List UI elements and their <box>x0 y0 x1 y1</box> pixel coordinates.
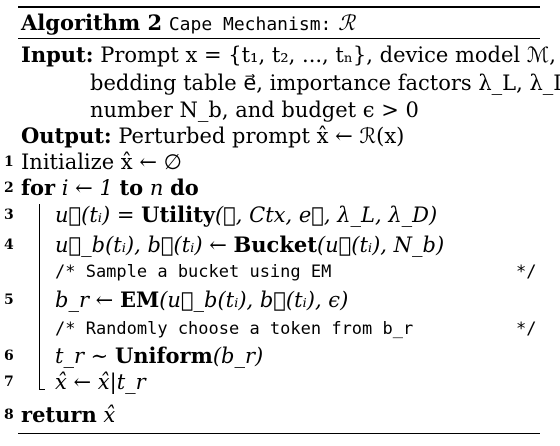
top-rule <box>18 6 540 8</box>
comment-text: /* Sample a bucket using EM <box>55 262 332 282</box>
function-args: (u⃗(tᵢ), N_b) <box>316 233 445 257</box>
code-text: x̂ <box>96 403 116 427</box>
output-line: Output: Perturbed prompt x̂ ← ℛ(x) <box>21 123 404 149</box>
input-keyword: Input: <box>21 42 94 67</box>
line-number: 5 <box>4 292 14 308</box>
function-args: (ℳ, Ctx, e⃗, λ_L, λ_D) <box>214 203 438 227</box>
comment-end: */ <box>516 262 537 282</box>
code-text: t_r ∼ <box>55 344 115 368</box>
code-text: u⃗(tᵢ) = <box>55 203 142 227</box>
keyword-do: do <box>170 175 199 200</box>
comment-end: */ <box>516 319 537 339</box>
function-name: EM <box>119 287 160 312</box>
code-line-2: for i ← 1 to n do <box>21 175 199 201</box>
code-line-1: Initialize x̂ ← ∅ <box>21 149 182 175</box>
code-line-3: u⃗(tᵢ) = Utility(ℳ, Ctx, e⃗, λ_L, λ_D) <box>55 202 437 228</box>
line-number: 1 <box>4 154 14 170</box>
function-name: Uniform <box>114 343 213 368</box>
algorithm-label: Algorithm 2 <box>21 10 163 35</box>
code-text: n <box>143 176 171 200</box>
keyword-return: return <box>21 402 97 427</box>
input-line-2: bedding table e⃗, importance factors λ_L… <box>90 70 560 96</box>
line-number: 3 <box>4 207 14 223</box>
input-text-3: number N_b, and budget ϵ > 0 <box>90 98 419 122</box>
line-number: 6 <box>4 348 14 364</box>
input-line-3: number N_b, and budget ϵ > 0 <box>90 97 419 123</box>
function-args: (u⃗_b(tᵢ), b⃗(tᵢ), ϵ) <box>159 288 349 312</box>
input-text-2: bedding table e⃗, importance factors λ_L… <box>90 71 560 95</box>
algorithm-symbol: ℛ <box>338 11 355 35</box>
keyword-for: for <box>21 175 56 200</box>
output-text: Perturbed prompt x̂ ← ℛ(x) <box>118 124 405 148</box>
code-line-7: x̂ ← x̂|t_r <box>55 369 146 395</box>
code-text: u⃗_b(tᵢ), b⃗(tᵢ) ← <box>55 233 234 257</box>
code-text: b_r ← <box>55 288 120 312</box>
code-line-8: return x̂ <box>21 402 115 428</box>
bottom-rule <box>18 433 540 435</box>
code-line-6: t_r ∼ Uniform(b_r) <box>55 343 263 369</box>
loop-body-bar <box>39 204 41 390</box>
output-keyword: Output: <box>21 123 112 148</box>
loop-end-tick <box>39 389 45 391</box>
keyword-to: to <box>119 175 144 200</box>
comment-text: /* Randomly choose a token from b_r <box>55 319 414 339</box>
input-line-1: Input: Prompt x = {t₁, t₂, ..., tₙ}, dev… <box>21 42 560 68</box>
title-rule <box>18 38 540 40</box>
function-name: Utility <box>141 202 215 227</box>
line-number: 4 <box>4 237 14 253</box>
function-args: (b_r) <box>212 344 264 368</box>
function-name: Bucket <box>233 232 317 257</box>
code-text: Initialize x̂ ← ∅ <box>21 150 182 174</box>
code-line-4: u⃗_b(tᵢ), b⃗(tᵢ) ← Bucket(u⃗(tᵢ), N_b) <box>55 232 444 258</box>
code-line-5: b_r ← EM(u⃗_b(tᵢ), b⃗(tᵢ), ϵ) <box>55 287 348 313</box>
algorithm-name: Cape Mechanism: <box>168 14 332 35</box>
code-text: i ← 1 <box>55 176 120 200</box>
input-text-1: Prompt x = {t₁, t₂, ..., tₙ}, device mod… <box>100 43 560 67</box>
line-number: 7 <box>4 374 14 390</box>
line-number: 2 <box>4 180 14 196</box>
code-text: x̂ ← x̂|t_r <box>55 370 146 394</box>
algorithm-title: Algorithm 2 Cape Mechanism: ℛ <box>21 10 355 35</box>
line-number: 8 <box>4 407 14 423</box>
